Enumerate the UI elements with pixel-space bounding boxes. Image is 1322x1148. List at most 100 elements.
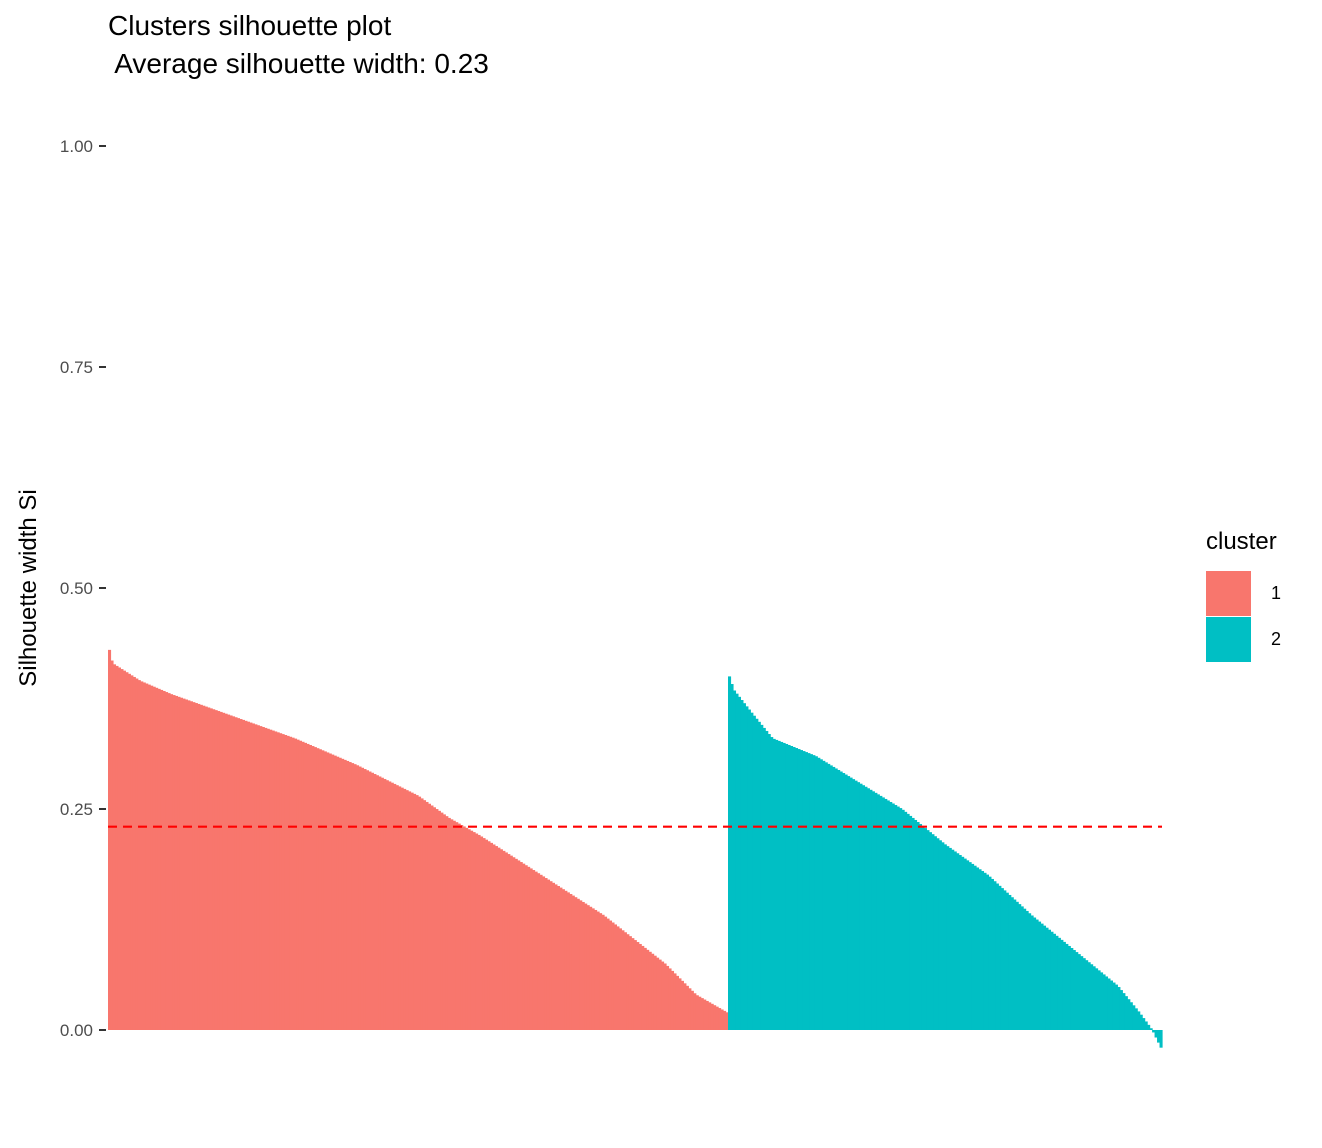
bar-cluster-1: [658, 959, 662, 1030]
bar-cluster-2: [881, 797, 885, 1030]
bar-cluster-1: [693, 993, 697, 1030]
bar-cluster-1: [678, 978, 682, 1030]
bar-cluster-1: [122, 670, 126, 1030]
bar-cluster-1: [341, 758, 345, 1030]
bar-cluster-1: [316, 748, 320, 1030]
bar-cluster-1: [559, 887, 563, 1030]
bar-cluster-2: [1062, 941, 1066, 1030]
bar-cluster-1: [455, 822, 459, 1030]
bar-cluster-1: [529, 868, 533, 1030]
bar-cluster-1: [623, 932, 627, 1030]
bar-cluster-2: [817, 757, 821, 1030]
bar-cluster-1: [564, 890, 568, 1030]
bar-cluster-1: [202, 705, 206, 1030]
bar-cluster-1: [723, 1010, 727, 1030]
bar-cluster-2: [1132, 1005, 1136, 1030]
bar-cluster-1: [301, 741, 305, 1030]
bar-cluster-2: [1070, 948, 1074, 1030]
bar-cluster-1: [360, 767, 365, 1030]
bar-cluster-1: [571, 895, 575, 1030]
bar-cluster-2: [780, 741, 784, 1030]
bar-cluster-1: [673, 973, 677, 1030]
bar-cluster-2: [834, 768, 838, 1030]
bar-cluster-2: [896, 806, 900, 1030]
bar-cluster-1: [229, 715, 233, 1030]
bar-cluster-2: [923, 828, 927, 1030]
bar-cluster-1: [289, 736, 293, 1030]
bar-cluster-2: [762, 727, 766, 1030]
bar-cluster-1: [435, 809, 439, 1030]
bar-cluster-1: [390, 782, 394, 1030]
bar-cluster-1: [452, 820, 456, 1030]
bar-cluster-1: [608, 920, 613, 1030]
bar-cluster-1: [167, 693, 171, 1030]
legend-label-cluster-2: 2: [1271, 628, 1282, 649]
bar-cluster-1: [224, 713, 228, 1030]
bar-cluster-1: [132, 676, 136, 1030]
bar-cluster-2: [1082, 958, 1086, 1030]
bar-cluster-2: [1144, 1021, 1148, 1030]
bar-cluster-2: [926, 830, 930, 1030]
bar-cluster-2: [980, 871, 985, 1030]
bar-cluster-2: [1018, 904, 1022, 1030]
bar-cluster-2: [1055, 935, 1059, 1030]
bar-cluster-2: [1149, 1028, 1153, 1030]
bar-cluster-1: [187, 700, 191, 1030]
bar-cluster-1: [256, 725, 260, 1030]
bar-cluster-2: [1020, 906, 1024, 1030]
bar-cluster-2: [941, 842, 945, 1030]
bar-cluster-2: [755, 718, 759, 1030]
bar-cluster-1: [420, 798, 424, 1030]
bar-cluster-2: [819, 759, 823, 1030]
chart-title: Clusters silhouette plot: [108, 10, 392, 41]
bar-cluster-2: [730, 684, 734, 1030]
bar-cluster-1: [239, 719, 243, 1030]
bar-cluster-1: [115, 665, 119, 1030]
bar-cluster-1: [365, 770, 369, 1030]
bar-cluster-2: [864, 786, 868, 1030]
legend-title: cluster: [1206, 528, 1277, 555]
bar-cluster-1: [395, 785, 399, 1030]
bar-cluster-1: [710, 1003, 714, 1030]
bar-cluster-1: [460, 825, 464, 1030]
bar-cluster-1: [601, 914, 605, 1030]
bar-cluster-1: [457, 823, 461, 1030]
bar-cluster-1: [653, 955, 657, 1030]
bar-cluster-1: [370, 772, 374, 1030]
bar-cluster-2: [797, 749, 801, 1030]
bar-cluster-1: [398, 786, 402, 1030]
bar-cluster-2: [1033, 917, 1037, 1030]
bar-cluster-1: [484, 839, 489, 1030]
bar-cluster-1: [514, 858, 518, 1030]
bar-cluster-1: [127, 673, 131, 1030]
bar-cluster-2: [914, 819, 918, 1030]
bar-cluster-1: [599, 913, 603, 1030]
bar-cluster-2: [973, 865, 977, 1030]
bar-cluster-1: [259, 726, 263, 1030]
bar-cluster-1: [249, 722, 253, 1030]
bar-cluster-1: [445, 816, 449, 1030]
legend-key-cluster-2: [1206, 616, 1251, 662]
bar-cluster-1: [517, 860, 521, 1030]
bar-cluster-1: [199, 704, 203, 1030]
bar-cluster-1: [566, 892, 570, 1030]
bar-cluster-1: [170, 694, 174, 1030]
bar-cluster-2: [948, 847, 952, 1030]
bar-cluster-1: [628, 936, 632, 1030]
bar-cluster-2: [901, 809, 905, 1030]
bar-cluster-1: [626, 934, 630, 1030]
bar-cluster-1: [152, 686, 156, 1030]
bar-cluster-2: [732, 690, 737, 1030]
bar-cluster-1: [579, 900, 583, 1030]
bar-cluster-1: [656, 957, 660, 1030]
bar-cluster-1: [174, 695, 179, 1030]
bar-cluster-2: [1045, 927, 1049, 1030]
bar-cluster-2: [1085, 960, 1089, 1030]
bar-cluster-2: [1005, 892, 1009, 1030]
bar-cluster-1: [418, 796, 422, 1030]
bar-cluster-2: [1072, 950, 1076, 1030]
bar-cluster-2: [787, 744, 791, 1030]
bar-cluster-1: [668, 968, 672, 1030]
bar-cluster-1: [348, 762, 352, 1030]
